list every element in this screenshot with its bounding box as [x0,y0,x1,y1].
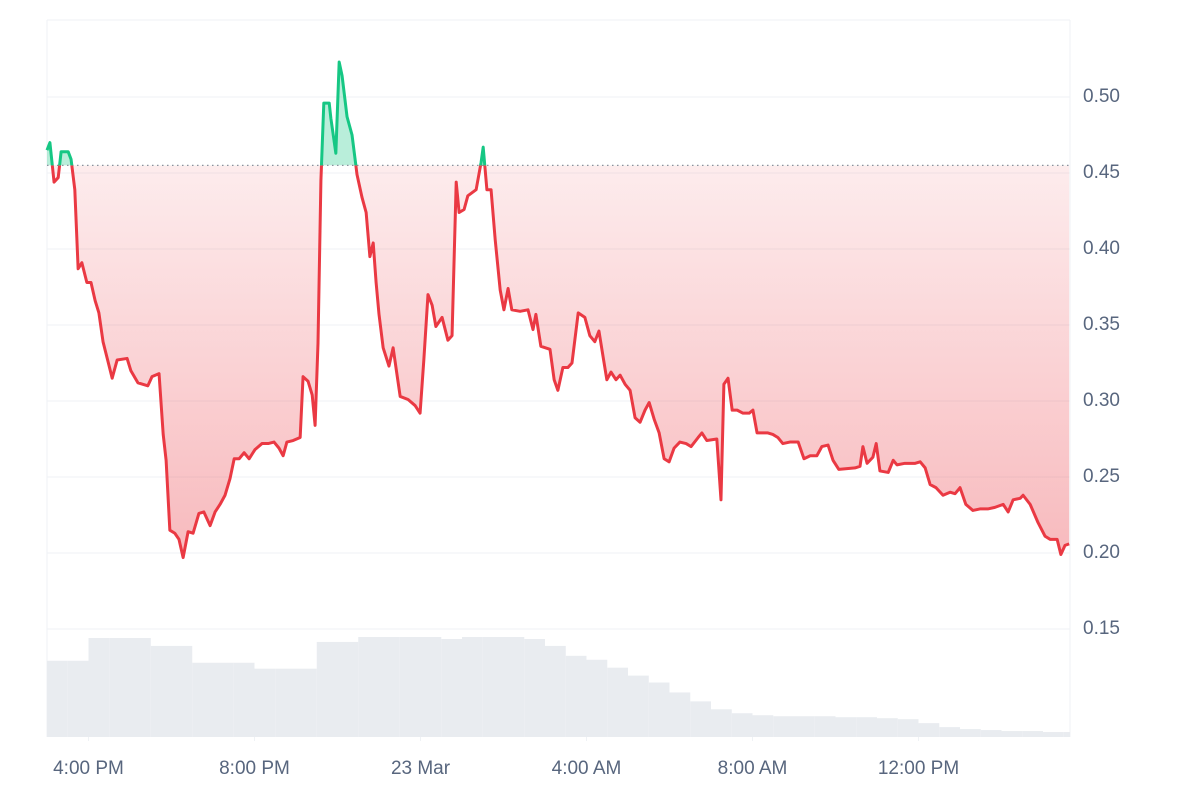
volume-bar [420,637,442,737]
volume-bar [1063,732,1070,737]
volume-bar [337,641,359,737]
volume-bar [316,641,338,737]
volume-bar [648,682,670,737]
volume-bar [565,655,587,737]
volume-bar [503,637,525,737]
volume-bar [462,637,483,737]
y-tick-label: 0.45 [1083,162,1120,183]
y-tick-label: 0.30 [1083,390,1120,411]
volume-bar [628,675,649,737]
volume-bar [233,662,255,737]
y-tick-label: 0.20 [1083,542,1120,563]
y-tick-label: 0.40 [1083,238,1120,259]
volume-bar [1022,731,1044,737]
volume-bar [669,692,691,737]
volume-bar [171,645,193,737]
volume-bar [213,662,234,737]
volume-bar [1043,732,1064,737]
volume-bar [794,716,815,737]
volume-bar [856,717,878,737]
volume-bar [130,637,151,737]
volume-bar [150,645,172,737]
volume-bar [254,668,276,737]
volume-bar [773,716,795,737]
volume-bar [358,637,380,737]
y-tick-label: 0.35 [1083,314,1120,335]
volume-bar [109,637,131,737]
y-tick-label: 0.25 [1083,466,1120,487]
y-tick-label: 0.50 [1083,86,1120,107]
volume-bar [690,701,712,737]
volume-bar [482,637,504,737]
volume-bar [296,668,317,737]
volume-bar [731,713,753,737]
volume-bar [586,659,608,737]
x-tick-label: 4:00 PM [53,758,124,779]
x-tick-label: 8:00 AM [718,758,788,779]
volume-bar [980,730,1002,737]
x-tick-label: 23 Mar [391,758,451,779]
volume-bar [88,637,110,737]
volume-bar [441,638,463,737]
price-line-down [50,165,1070,560]
volume-bar [379,637,400,737]
volume-bar [960,729,981,737]
y-tick-label: 0.15 [1083,618,1120,639]
volume-bar [192,662,214,737]
volume-bar [897,719,919,737]
x-tick-label: 12:00 PM [878,758,959,779]
volume-bar [524,638,546,737]
volume-bar [877,718,898,737]
volume-bar [918,723,940,737]
volume-bar [399,637,421,737]
volume-bar [545,645,566,737]
volume-bar [607,667,629,737]
volume-bar [835,717,857,737]
x-tick-label: 8:00 PM [219,758,290,779]
volume-bar [275,668,297,737]
volume-bar [47,660,68,737]
volume-bar [939,727,961,737]
volume-bar [752,715,774,737]
area-below-baseline [47,165,1070,558]
volume-bar [711,709,732,737]
volume-bar [67,660,89,737]
x-tick-label: 4:00 AM [552,758,622,779]
volume-bar [1001,731,1023,737]
volume-bar [814,716,836,737]
